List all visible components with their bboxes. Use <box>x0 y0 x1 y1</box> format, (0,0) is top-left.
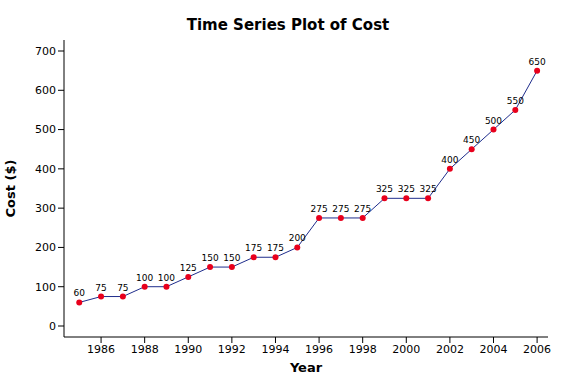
svg-text:175: 175 <box>245 243 262 253</box>
svg-text:300: 300 <box>35 202 56 215</box>
svg-text:700: 700 <box>35 45 56 58</box>
svg-text:325: 325 <box>419 184 436 194</box>
svg-text:600: 600 <box>35 84 56 97</box>
html-text:Time Series Plot of Cost: Time Series Plot of Cost <box>186 16 390 34</box>
svg-text:275: 275 <box>354 204 371 214</box>
svg-text:650: 650 <box>529 57 546 67</box>
svg-text:2006: 2006 <box>523 343 551 356</box>
svg-text:175: 175 <box>267 243 284 253</box>
svg-text:Year: Year <box>289 360 323 375</box>
svg-text:0: 0 <box>49 320 56 333</box>
svg-text:100: 100 <box>35 281 56 294</box>
svg-text:1988: 1988 <box>131 343 159 356</box>
svg-text:75: 75 <box>117 283 128 293</box>
svg-text:550: 550 <box>507 96 524 106</box>
svg-text:150: 150 <box>223 253 240 263</box>
svg-text:325: 325 <box>376 184 393 194</box>
svg-text:75: 75 <box>95 283 106 293</box>
svg-text:400: 400 <box>441 155 458 165</box>
svg-text:325: 325 <box>398 184 415 194</box>
svg-text:200: 200 <box>35 241 56 254</box>
svg-text:100: 100 <box>136 273 153 283</box>
svg-text:125: 125 <box>180 263 197 273</box>
svg-text:1990: 1990 <box>174 343 202 356</box>
svg-text:275: 275 <box>332 204 349 214</box>
svg-text:Cost ($): Cost ($) <box>8 160 18 218</box>
svg-text:1998: 1998 <box>349 343 377 356</box>
svg-text:2002: 2002 <box>436 343 464 356</box>
svg-text:200: 200 <box>289 233 306 243</box>
svg-text:1994: 1994 <box>261 343 289 356</box>
svg-text:1992: 1992 <box>218 343 246 356</box>
svg-text:400: 400 <box>35 163 56 176</box>
svg-text:60: 60 <box>74 288 86 298</box>
svg-text:500: 500 <box>485 116 502 126</box>
svg-text:1996: 1996 <box>305 343 333 356</box>
svg-text:450: 450 <box>463 135 480 145</box>
svg-text:2004: 2004 <box>479 343 507 356</box>
svg-text:2000: 2000 <box>392 343 420 356</box>
svg-text:275: 275 <box>310 204 327 214</box>
svg-text:150: 150 <box>201 253 218 263</box>
svg-text:500: 500 <box>35 123 56 136</box>
svg-text:1986: 1986 <box>87 343 115 356</box>
svg-text:100: 100 <box>158 273 175 283</box>
